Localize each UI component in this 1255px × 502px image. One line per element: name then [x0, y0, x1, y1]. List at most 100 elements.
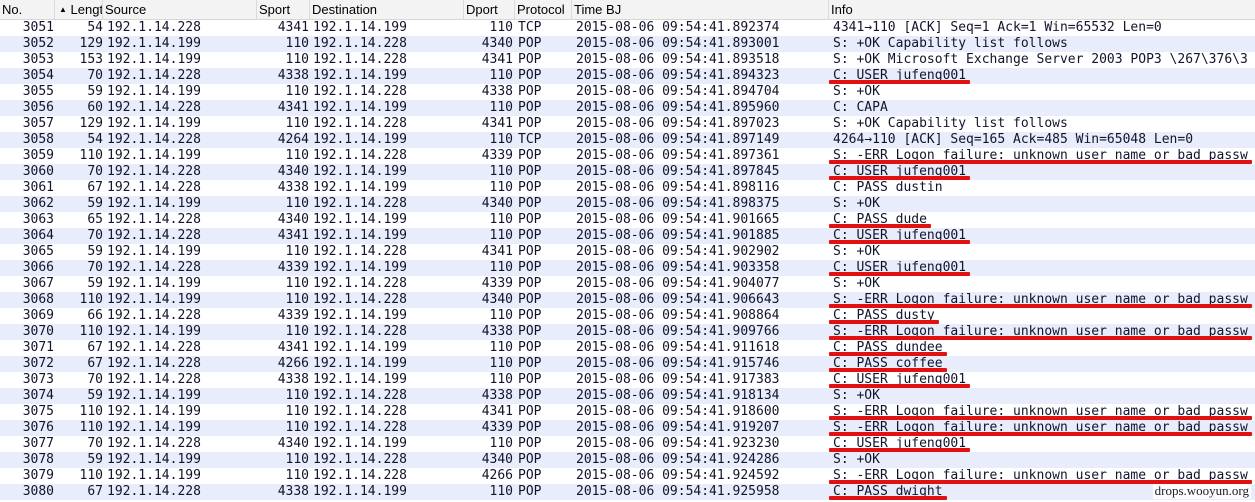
packet-destination: 192.1.14.199: [313, 228, 407, 243]
packet-protocol: POP: [518, 308, 542, 323]
packet-info: C: PASS dundee: [833, 340, 943, 355]
packet-dport: 110: [489, 340, 513, 355]
column-header-no[interactable]: No.: [0, 0, 55, 19]
packet-row[interactable]: 3074 59 192.1.14.199 110 192.1.14.228 4338 POP…: [0, 388, 1255, 404]
packet-sport: 110: [285, 404, 309, 419]
packet-row[interactable]: 3060 70 192.1.14.228 4340 192.1.14.199 110 POP…: [0, 164, 1255, 180]
packet-protocol: POP: [518, 340, 542, 355]
packet-row[interactable]: 3061 67 192.1.14.228 4338 192.1.14.199 110 POP…: [0, 180, 1255, 196]
packet-row[interactable]: 3068 110 192.1.14.199 110 192.1.14.228 4340 PO…: [0, 292, 1255, 308]
packet-row[interactable]: 3067 59 192.1.14.199 110 192.1.14.228 4339 POP…: [0, 276, 1255, 292]
packet-row[interactable]: 3063 65 192.1.14.228 4340 192.1.14.199 110 POP…: [0, 212, 1255, 228]
sort-ascending-icon: ▲: [59, 5, 67, 14]
packet-time: 2015-08-06 09:54:41.894323: [576, 68, 780, 83]
packet-destination: 192.1.14.228: [313, 116, 407, 131]
column-header-destination[interactable]: Destination: [310, 0, 464, 19]
column-header-time[interactable]: Time BJ: [572, 0, 829, 19]
packet-sport: 110: [285, 116, 309, 131]
packet-row[interactable]: 3053 153 192.1.14.199 110 192.1.14.228 4341 PO…: [0, 52, 1255, 68]
packet-protocol: TCP: [518, 132, 542, 147]
packet-row[interactable]: 3075 110 192.1.14.199 110 192.1.14.228 4341 PO…: [0, 404, 1255, 420]
packet-number: 3051: [22, 20, 54, 35]
packet-destination: 192.1.14.199: [313, 20, 407, 35]
packet-protocol: POP: [518, 116, 542, 131]
column-header-protocol[interactable]: Protocol: [515, 0, 572, 19]
packet-row[interactable]: 3059 110 192.1.14.199 110 192.1.14.228 4339 PO…: [0, 148, 1255, 164]
packet-source: 192.1.14.199: [107, 276, 201, 291]
packet-source: 192.1.14.199: [107, 116, 201, 131]
packet-sport: 4340: [277, 436, 309, 451]
packet-length: 59: [87, 196, 103, 211]
packet-row[interactable]: 3057 129 192.1.14.199 110 192.1.14.228 4341 PO…: [0, 116, 1255, 132]
packet-row[interactable]: 3069 66 192.1.14.228 4339 192.1.14.199 110 POP…: [0, 308, 1255, 324]
column-header-length-label: Length: [70, 2, 103, 17]
packet-row[interactable]: 3058 54 192.1.14.228 4264 192.1.14.199 110 TCP…: [0, 132, 1255, 148]
column-header-sport[interactable]: Sport: [257, 0, 310, 19]
packet-destination: 192.1.14.228: [313, 388, 407, 403]
packet-number: 3072: [22, 356, 54, 371]
packet-protocol: POP: [518, 356, 542, 371]
packet-length: 110: [79, 404, 103, 419]
packet-protocol: POP: [518, 388, 542, 403]
packet-row[interactable]: 3077 70 192.1.14.228 4340 192.1.14.199 110 POP…: [0, 436, 1255, 452]
column-header-length[interactable]: ▲ Length: [55, 0, 103, 19]
packet-source: 192.1.14.199: [107, 292, 201, 307]
packet-row[interactable]: 3071 67 192.1.14.228 4341 192.1.14.199 110 POP…: [0, 340, 1255, 356]
packet-source: 192.1.14.228: [107, 436, 201, 451]
packet-destination: 192.1.14.228: [313, 404, 407, 419]
packet-row[interactable]: 3054 70 192.1.14.228 4338 192.1.14.199 110 POP…: [0, 68, 1255, 84]
packet-source: 192.1.14.228: [107, 356, 201, 371]
packet-dport: 110: [489, 228, 513, 243]
packet-number: 3056: [22, 100, 54, 115]
column-header-dport[interactable]: Dport: [464, 0, 515, 19]
packet-number: 3075: [22, 404, 54, 419]
packet-number: 3063: [22, 212, 54, 227]
packet-row[interactable]: 3078 59 192.1.14.199 110 192.1.14.228 4340 POP…: [0, 452, 1255, 468]
packet-dport: 110: [489, 68, 513, 83]
packet-info: S: +OK: [833, 84, 880, 99]
packet-source: 192.1.14.228: [107, 228, 201, 243]
column-header-info[interactable]: Info: [829, 0, 1255, 19]
packet-row[interactable]: 3056 60 192.1.14.228 4341 192.1.14.199 110 POP…: [0, 100, 1255, 116]
packet-time: 2015-08-06 09:54:41.918600: [576, 404, 780, 419]
packet-info: S: +OK: [833, 276, 880, 291]
packet-info: S: +OK: [833, 244, 880, 259]
packet-row[interactable]: 3066 70 192.1.14.228 4339 192.1.14.199 110 POP…: [0, 260, 1255, 276]
packet-row[interactable]: 3079 110 192.1.14.199 110 192.1.14.228 4266 PO…: [0, 468, 1255, 484]
packet-protocol: POP: [518, 404, 542, 419]
column-header-source[interactable]: Source: [103, 0, 257, 19]
packet-source: 192.1.14.228: [107, 212, 201, 227]
packet-dport: 4341: [481, 116, 513, 131]
packet-number: 3077: [22, 436, 54, 451]
packet-number: 3066: [22, 260, 54, 275]
packet-row[interactable]: 3055 59 192.1.14.199 110 192.1.14.228 4338 POP…: [0, 84, 1255, 100]
packet-row[interactable]: 3080 67 192.1.14.228 4338 192.1.14.199 110 POP…: [0, 484, 1255, 500]
packet-destination: 192.1.14.228: [313, 52, 407, 67]
packet-info: S: +OK: [833, 196, 880, 211]
packet-destination: 192.1.14.199: [313, 180, 407, 195]
packet-source: 192.1.14.228: [107, 484, 201, 499]
packet-row[interactable]: 3070 110 192.1.14.199 110 192.1.14.228 4338 PO…: [0, 324, 1255, 340]
packet-dport: 110: [489, 308, 513, 323]
packet-row[interactable]: 3072 67 192.1.14.228 4266 192.1.14.199 110 POP…: [0, 356, 1255, 372]
packet-row[interactable]: 3065 59 192.1.14.199 110 192.1.14.228 4341 POP…: [0, 244, 1255, 260]
packet-length: 59: [87, 452, 103, 467]
packet-time: 2015-08-06 09:54:41.895960: [576, 100, 780, 115]
packet-time: 2015-08-06 09:54:41.898116: [576, 180, 780, 195]
packet-length: 129: [79, 36, 103, 51]
packet-time: 2015-08-06 09:54:41.902902: [576, 244, 780, 259]
watermark: drops.wooyun.org: [1152, 483, 1251, 499]
packet-row[interactable]: 3064 70 192.1.14.228 4341 192.1.14.199 110 POP…: [0, 228, 1255, 244]
packet-info: S: -ERR Logon failure: unknown user name…: [833, 324, 1248, 339]
packet-row[interactable]: 3062 59 192.1.14.199 110 192.1.14.228 4340 POP…: [0, 196, 1255, 212]
packet-length: 70: [87, 164, 103, 179]
packet-destination: 192.1.14.228: [313, 292, 407, 307]
packet-length: 110: [79, 292, 103, 307]
packet-destination: 192.1.14.228: [313, 468, 407, 483]
packet-row[interactable]: 3051 54 192.1.14.228 4341 192.1.14.199 110 TCP…: [0, 20, 1255, 36]
packet-row[interactable]: 3052 129 192.1.14.199 110 192.1.14.228 4340 PO…: [0, 36, 1255, 52]
packet-destination: 192.1.14.228: [313, 276, 407, 291]
packet-row[interactable]: 3076 110 192.1.14.199 110 192.1.14.228 4339 PO…: [0, 420, 1255, 436]
packet-time: 2015-08-06 09:54:41.894704: [576, 84, 780, 99]
packet-row[interactable]: 3073 70 192.1.14.228 4338 192.1.14.199 110 POP…: [0, 372, 1255, 388]
